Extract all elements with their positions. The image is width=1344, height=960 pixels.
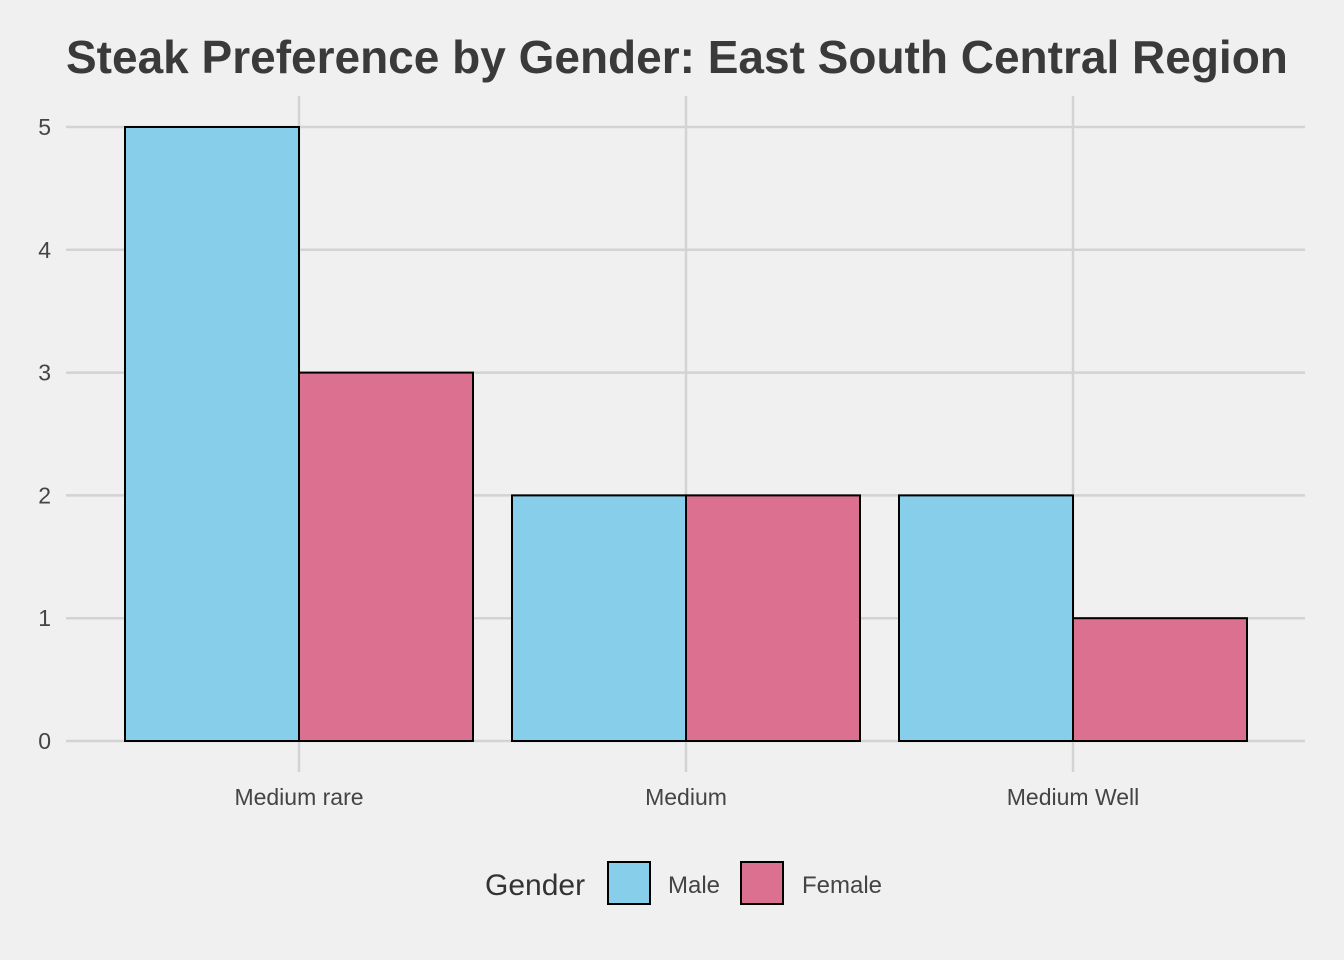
legend-key-male xyxy=(607,861,651,905)
x-tick-label: Medium rare xyxy=(234,784,363,810)
bar-male-medium xyxy=(511,494,687,742)
legend-key-female xyxy=(740,861,784,905)
x-tick-label: Medium xyxy=(645,784,727,810)
axis-layer: 0 1 2 3 4 5 Medium rare Medium Medium Well xyxy=(38,114,1139,810)
bars-layer xyxy=(124,126,1248,743)
y-tick-label: 5 xyxy=(38,114,51,140)
bar-male-medium-rare xyxy=(124,126,300,742)
bar-female-medium-rare xyxy=(298,371,474,742)
y-tick-label: 4 xyxy=(38,237,51,263)
bar-male-medium-well xyxy=(898,494,1074,742)
y-tick-label: 2 xyxy=(38,482,51,508)
legend: Gender Male Female xyxy=(485,861,882,905)
chart-title: Steak Preference by Gender: East South C… xyxy=(66,31,1288,83)
y-tick-label: 0 xyxy=(38,728,51,754)
y-tick-label: 1 xyxy=(38,605,51,631)
x-tick-label: Medium Well xyxy=(1007,784,1140,810)
legend-title: Gender xyxy=(485,869,585,902)
legend-label-female: Female xyxy=(802,872,882,899)
legend-label-male: Male xyxy=(668,872,720,899)
y-tick-label: 3 xyxy=(38,360,51,386)
bar-female-medium-well xyxy=(1072,617,1248,743)
bar-female-medium xyxy=(685,494,861,742)
